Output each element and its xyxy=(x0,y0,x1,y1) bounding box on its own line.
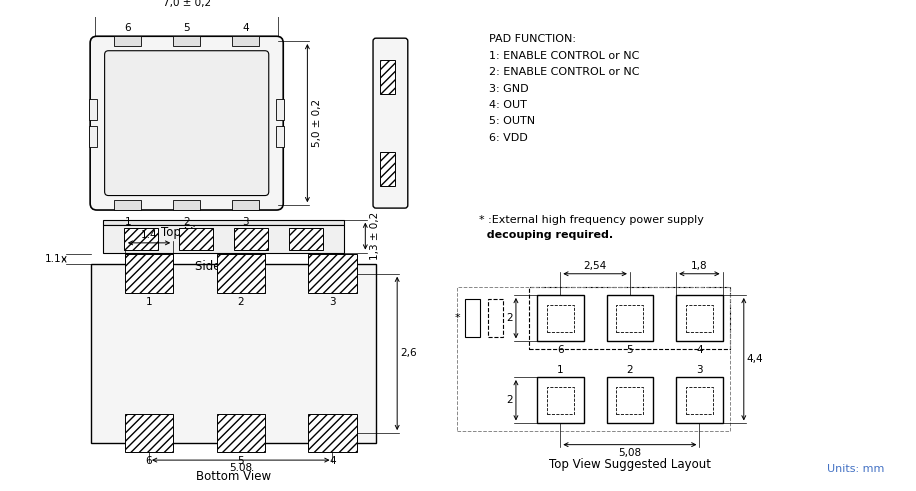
Bar xyxy=(114,200,141,210)
Bar xyxy=(676,295,723,341)
Bar xyxy=(537,377,583,423)
Bar xyxy=(125,414,173,452)
Text: 4: 4 xyxy=(696,345,703,355)
Bar xyxy=(309,254,356,293)
Text: 2: 2 xyxy=(507,313,513,323)
FancyBboxPatch shape xyxy=(104,51,268,195)
Bar xyxy=(234,228,267,249)
Bar xyxy=(464,299,480,337)
Text: 4: 4 xyxy=(242,24,249,33)
Text: 1: 1 xyxy=(146,297,152,307)
Text: 3: 3 xyxy=(696,365,703,375)
Text: 1: 1 xyxy=(125,217,131,227)
Text: 4,4: 4,4 xyxy=(747,354,763,364)
Bar xyxy=(289,228,322,249)
Text: Side View: Side View xyxy=(195,260,252,273)
Text: 2: 2 xyxy=(507,395,513,405)
Bar xyxy=(103,225,344,252)
Text: 1: 1 xyxy=(557,365,563,375)
Bar xyxy=(547,387,573,414)
Bar xyxy=(216,414,265,452)
Text: 4: OUT: 4: OUT xyxy=(489,100,527,110)
Text: 3: 3 xyxy=(242,217,249,227)
Text: * :External high frequency power supply: * :External high frequency power supply xyxy=(479,215,704,225)
Bar xyxy=(616,304,643,332)
Text: 6: VDD: 6: VDD xyxy=(489,133,528,143)
Bar xyxy=(103,219,344,225)
Bar xyxy=(89,99,97,120)
Bar xyxy=(232,36,259,46)
Bar xyxy=(114,36,141,46)
Text: 2: 2 xyxy=(183,217,190,227)
Text: PAD FUNCTION:: PAD FUNCTION: xyxy=(489,34,576,44)
Bar xyxy=(686,387,713,414)
Bar xyxy=(125,254,173,293)
Text: Top View: Top View xyxy=(161,226,213,240)
Text: 5: OUTN: 5: OUTN xyxy=(489,116,535,126)
Text: *: * xyxy=(454,313,460,323)
Text: 5.08: 5.08 xyxy=(229,463,252,473)
FancyBboxPatch shape xyxy=(90,36,283,210)
Bar xyxy=(173,36,201,46)
Text: 1.1: 1.1 xyxy=(45,254,61,264)
Bar xyxy=(529,287,730,349)
FancyBboxPatch shape xyxy=(373,38,408,208)
Bar xyxy=(606,295,653,341)
Bar xyxy=(173,200,201,210)
Bar xyxy=(616,387,643,414)
Text: 3: 3 xyxy=(329,297,336,307)
Text: Bottom View: Bottom View xyxy=(196,470,271,483)
Text: 3: GND: 3: GND xyxy=(489,83,529,94)
Text: 5: 5 xyxy=(237,456,244,466)
Text: 5: 5 xyxy=(183,24,190,33)
Text: 5: 5 xyxy=(627,345,633,355)
Text: 6: 6 xyxy=(146,456,152,466)
Bar xyxy=(380,152,395,186)
Bar xyxy=(457,287,730,431)
Bar xyxy=(277,99,284,120)
Text: 2: 2 xyxy=(237,297,244,307)
Bar xyxy=(277,126,284,147)
Text: 1,3 ± 0,2: 1,3 ± 0,2 xyxy=(370,212,380,260)
Bar xyxy=(686,304,713,332)
Bar xyxy=(124,228,158,249)
Text: 2: 2 xyxy=(627,365,633,375)
Text: 2: ENABLE CONTROL or NC: 2: ENABLE CONTROL or NC xyxy=(489,67,639,77)
Text: decouping required.: decouping required. xyxy=(479,230,614,240)
Bar xyxy=(232,200,259,210)
Bar xyxy=(380,60,395,94)
Bar xyxy=(488,299,504,337)
Bar xyxy=(91,264,376,443)
Text: 5,08: 5,08 xyxy=(618,448,641,458)
Text: 1.4: 1.4 xyxy=(141,230,158,240)
Text: 5,0 ± 0,2: 5,0 ± 0,2 xyxy=(312,99,322,147)
Text: 6: 6 xyxy=(125,24,131,33)
Text: 2,54: 2,54 xyxy=(583,261,606,271)
Bar xyxy=(216,254,265,293)
Bar xyxy=(537,295,583,341)
Bar xyxy=(606,377,653,423)
Text: 4: 4 xyxy=(329,456,336,466)
Text: 2,6: 2,6 xyxy=(400,349,417,358)
Text: 1,8: 1,8 xyxy=(691,261,708,271)
Bar xyxy=(676,377,723,423)
Bar xyxy=(309,414,356,452)
Text: 7,0 ± 0,2: 7,0 ± 0,2 xyxy=(163,0,211,8)
Text: 6: 6 xyxy=(557,345,563,355)
Bar xyxy=(547,304,573,332)
Bar xyxy=(179,228,213,249)
Bar xyxy=(89,126,97,147)
Text: Top View Suggested Layout: Top View Suggested Layout xyxy=(549,458,711,471)
Text: 1: ENABLE CONTROL or NC: 1: ENABLE CONTROL or NC xyxy=(489,51,639,61)
Text: Units: mm: Units: mm xyxy=(827,464,885,474)
